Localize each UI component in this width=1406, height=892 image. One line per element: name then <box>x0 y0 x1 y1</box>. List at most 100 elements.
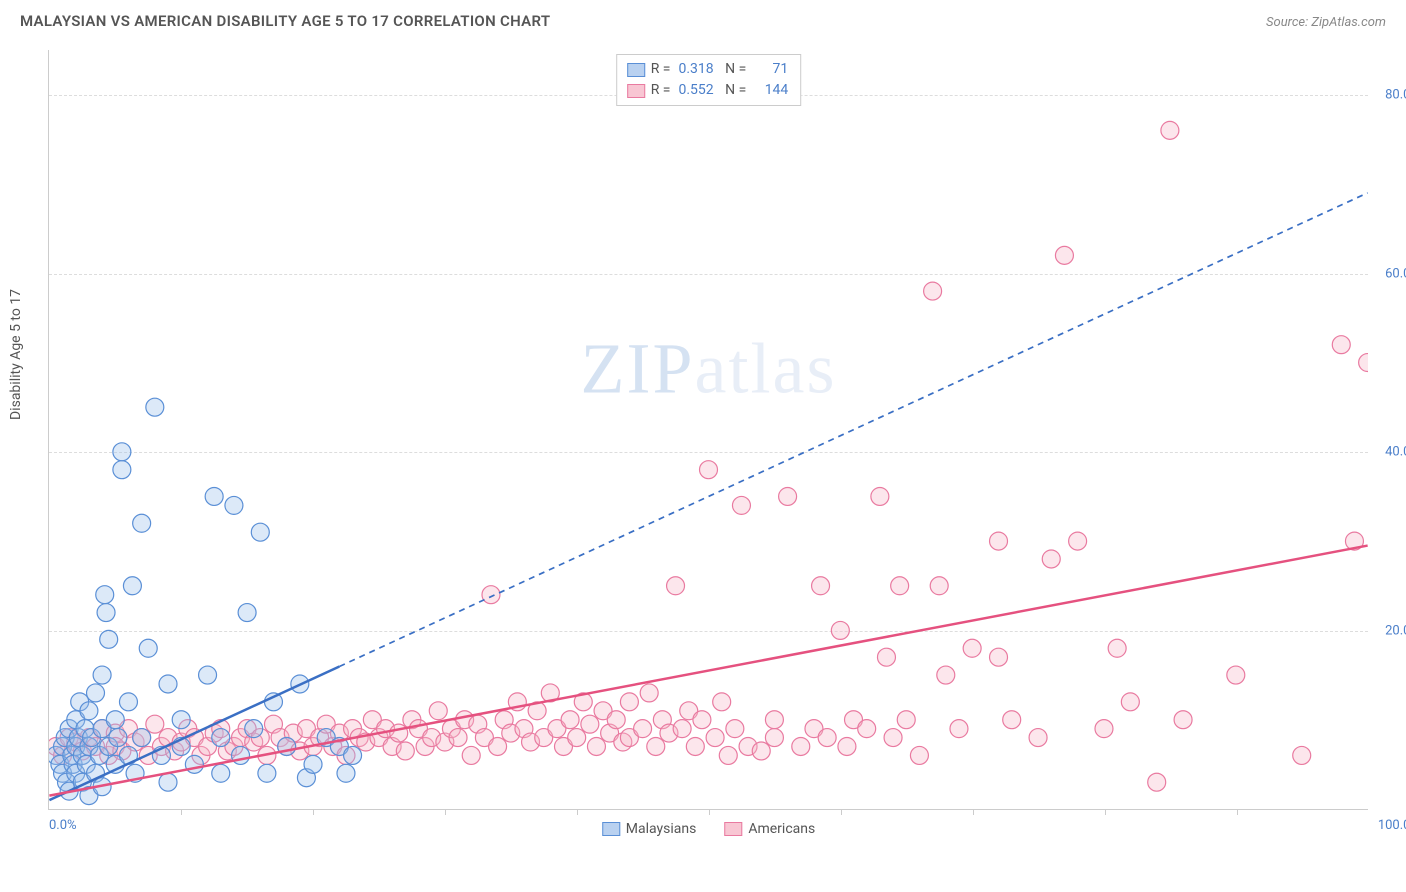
data-point <box>106 711 124 729</box>
data-point <box>139 639 157 657</box>
swatch-blue <box>602 822 620 836</box>
data-point <box>449 729 467 747</box>
n-value: 144 <box>752 80 790 101</box>
legend-row-americans: R = 0.552 N = 144 <box>627 80 791 101</box>
data-point <box>109 729 127 747</box>
x-tick-label: 100.0% <box>1378 818 1406 833</box>
data-point <box>93 666 111 684</box>
data-point <box>1042 550 1060 568</box>
data-point <box>891 577 909 595</box>
swatch-pink <box>627 84 645 98</box>
data-point <box>765 729 783 747</box>
data-point <box>489 738 507 756</box>
data-point <box>1108 639 1126 657</box>
data-point <box>568 729 586 747</box>
data-point <box>561 711 579 729</box>
data-point <box>1069 532 1087 550</box>
data-point <box>185 755 203 773</box>
swatch-pink <box>724 822 742 836</box>
data-point <box>133 514 151 532</box>
data-point <box>1121 693 1139 711</box>
data-point <box>159 773 177 791</box>
data-point <box>719 746 737 764</box>
data-point <box>871 487 889 505</box>
data-point <box>950 720 968 738</box>
data-point <box>937 666 955 684</box>
data-point <box>205 487 223 505</box>
x-tick <box>709 809 710 815</box>
swatch-blue <box>627 63 645 77</box>
x-tick <box>1105 809 1106 815</box>
data-point <box>172 711 190 729</box>
y-tick-label: 20.0% <box>1385 624 1406 639</box>
data-point <box>390 724 408 742</box>
data-point <box>251 523 269 541</box>
data-point <box>587 738 605 756</box>
n-value: 71 <box>752 59 790 80</box>
data-point <box>146 398 164 416</box>
legend-label: Malaysians <box>626 821 697 837</box>
data-point <box>396 742 414 760</box>
data-point <box>1359 354 1368 372</box>
data-point <box>1029 729 1047 747</box>
data-point <box>113 461 131 479</box>
data-point <box>1227 666 1245 684</box>
data-point <box>726 720 744 738</box>
data-point <box>765 711 783 729</box>
data-point <box>930 577 948 595</box>
x-tick <box>181 809 182 815</box>
data-point <box>713 693 731 711</box>
data-point <box>667 577 685 595</box>
data-point <box>581 715 599 733</box>
data-point <box>337 764 355 782</box>
scatter-plot <box>49 50 1368 809</box>
data-point <box>225 496 243 514</box>
data-point <box>910 746 928 764</box>
data-point <box>199 666 217 684</box>
data-point <box>897 711 915 729</box>
data-point <box>97 604 115 622</box>
data-point <box>963 639 981 657</box>
data-point <box>212 729 230 747</box>
data-point <box>877 648 895 666</box>
x-tick <box>841 809 842 815</box>
legend-label: Americans <box>748 821 815 837</box>
data-point <box>792 738 810 756</box>
x-tick-label: 0.0% <box>49 818 77 833</box>
series-legend: Malaysians Americans <box>602 821 815 837</box>
data-point <box>990 648 1008 666</box>
r-value: 0.318 <box>677 59 716 80</box>
trend-line-extrapolated <box>339 193 1367 667</box>
data-point <box>429 702 447 720</box>
data-point <box>693 711 711 729</box>
data-point <box>1161 121 1179 139</box>
data-point <box>700 461 718 479</box>
data-point <box>812 577 830 595</box>
x-tick <box>445 809 446 815</box>
data-point <box>640 684 658 702</box>
data-point <box>212 764 230 782</box>
data-point <box>304 755 322 773</box>
chart-area: ZIPatlas R = 0.318 N = 71 R = 0.552 N = … <box>48 50 1368 810</box>
data-point <box>119 693 137 711</box>
y-tick-label: 80.0% <box>1385 87 1406 102</box>
data-point <box>838 738 856 756</box>
data-point <box>113 443 131 461</box>
trend-line <box>49 546 1367 796</box>
data-point <box>686 738 704 756</box>
correlation-legend: R = 0.318 N = 71 R = 0.552 N = 144 <box>616 54 802 106</box>
data-point <box>133 729 151 747</box>
data-point <box>673 720 691 738</box>
data-point <box>96 586 114 604</box>
data-point <box>779 487 797 505</box>
data-point <box>123 577 141 595</box>
x-tick <box>1237 809 1238 815</box>
data-point <box>858 720 876 738</box>
data-point <box>258 764 276 782</box>
data-point <box>482 586 500 604</box>
data-point <box>706 729 724 747</box>
data-point <box>752 742 770 760</box>
data-point <box>884 729 902 747</box>
data-point <box>634 720 652 738</box>
data-point <box>647 738 665 756</box>
